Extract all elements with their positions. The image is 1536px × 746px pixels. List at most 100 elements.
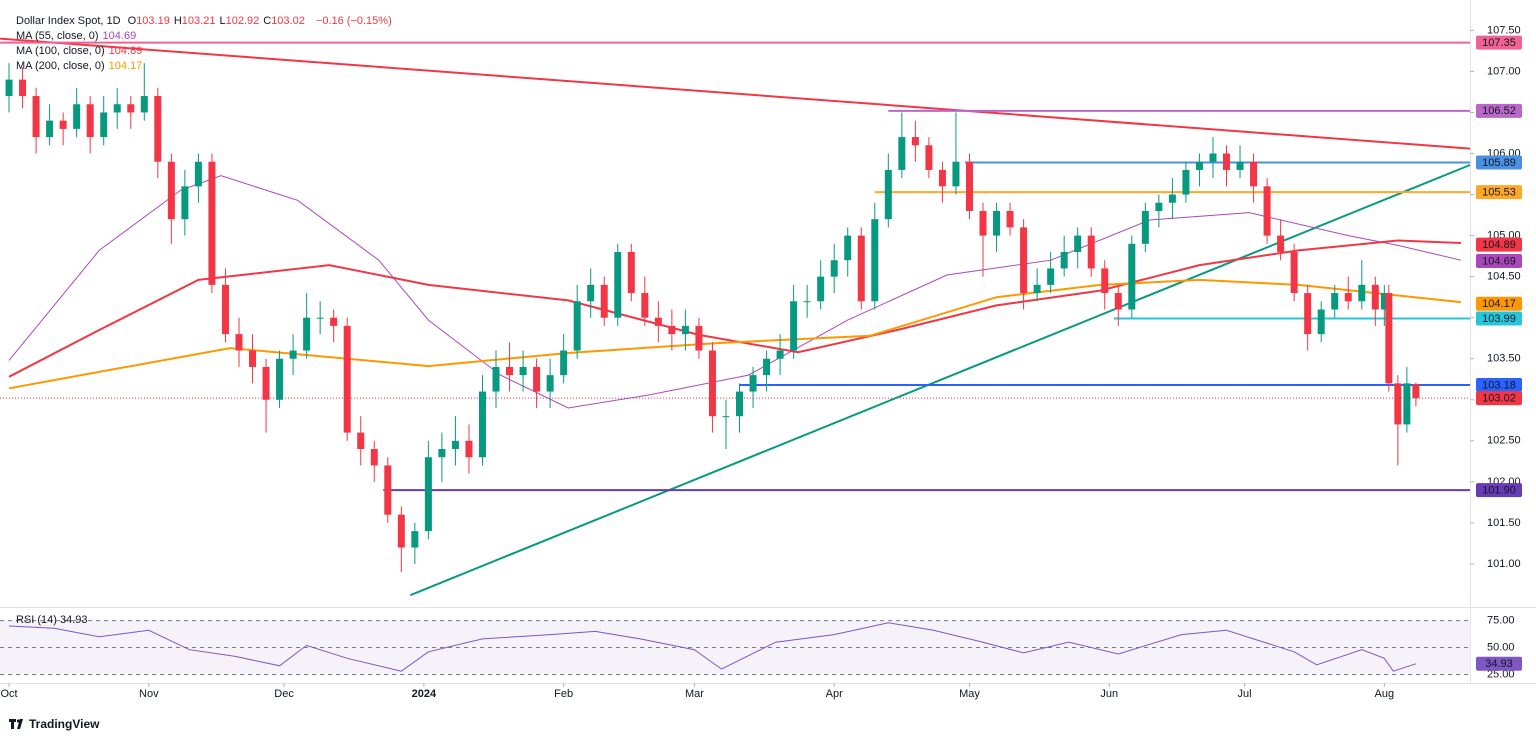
price-label-box [1476,103,1522,118]
price-label-box [1476,155,1522,170]
ma-value: 104.17 [108,60,143,72]
ohlc-key: C [263,15,272,27]
candle-body [46,120,54,138]
ohlc-value: 103.19 [136,15,170,27]
candle-body [627,252,635,294]
candle-body [560,350,568,376]
candle-body [884,169,892,220]
ma-name: MA (200, close, 0) [16,60,105,72]
candle-body [478,391,486,458]
candle-body [1006,210,1014,228]
candle-body [330,317,338,326]
candle-body [1087,235,1095,269]
x-tick-label: 2024 [412,688,437,700]
ma-legend-row: MA (100, close, 0) 104.89 [16,44,396,59]
price-label-box [1476,296,1522,311]
y-tick-label: 103.50 [1487,353,1521,365]
moving-average [8,175,1462,409]
candle-body [1277,235,1285,253]
brand: TradingView [29,717,100,731]
candle-body [1344,293,1352,302]
symbol-title: Dollar Index Spot, 1D [16,15,121,27]
candle-body [167,161,175,220]
candle-body [289,350,297,359]
candle-body [546,375,554,392]
candle-body [952,161,960,187]
candle-body [654,317,662,326]
candle-body [384,465,392,515]
candle-body [979,210,987,236]
candle-body [411,531,419,548]
price-label: 105.53 [1482,186,1516,198]
candle-body [925,145,933,170]
candle-body [276,358,284,400]
candle-body [1020,227,1028,294]
y-tick-label: 102.50 [1487,435,1521,447]
rsi-name: RSI (14) [16,614,57,626]
candle-body [1290,252,1298,294]
ma-value: 104.89 [108,45,143,57]
candle-body [249,350,257,367]
price-label: 104.89 [1482,239,1516,251]
candle-body [641,293,649,318]
rsi-tick-label: 25.00 [1487,668,1515,680]
candle-body [614,252,622,318]
candle-body [681,325,689,335]
ma-legend-row: MA (200, close, 0) 104.17 [16,59,396,74]
ohlc-key: H [173,15,182,27]
ohlc: O103.19 H103.21 L102.92 C103.02 [128,15,309,27]
candle-body [100,112,108,138]
rsi-tick-label: 50.00 [1487,641,1515,653]
candle-body [397,514,405,548]
candle-body [303,317,311,351]
price-label-box [1476,483,1522,498]
candle-body [708,350,716,417]
candle-body [19,79,27,97]
candle-body [424,457,432,532]
candle-body [817,276,825,302]
candle-body [1182,169,1190,195]
candle-body [1304,293,1312,335]
candle-body [871,219,879,302]
price-label: 106.52 [1482,105,1516,117]
candle-body [736,391,744,417]
candle-body [600,284,608,318]
candle-body [1128,243,1136,310]
candle-body [1250,161,1258,187]
candle-body [1168,194,1176,203]
x-tick-label: Aug [1375,688,1395,700]
x-tick-label: Dec [274,688,294,700]
candle-body [722,416,730,418]
price-label-box [1476,185,1522,200]
candle-body [221,284,229,335]
candle-body [533,366,541,392]
x-tick-label: Oct [0,688,17,700]
price-label: 103.18 [1482,379,1516,391]
moving-average [8,239,1462,378]
candle-body [695,325,703,351]
ohlc-value: 102.92 [225,15,260,27]
candle-body [86,104,94,138]
trendline [409,164,1471,597]
candle-body [803,301,811,303]
price-label: 104.69 [1482,255,1516,267]
price-label-box [1476,254,1522,269]
change: −0.16 (−0.15%) [315,15,392,27]
ma-name: MA (55, close, 0) [16,30,99,42]
candle-body [790,301,798,351]
moving-average [8,278,1462,390]
candle-body [1412,384,1420,399]
ma-value: 104.69 [102,30,137,42]
candle-body [438,449,446,458]
ohlc-value: 103.21 [181,15,216,27]
candle-body [262,366,270,400]
ohlc-value: 103.02 [271,15,305,27]
price-label-box [1476,391,1522,406]
rsi-value-box [1476,656,1522,671]
candle-body [113,104,121,113]
x-tick-label: Jun [1100,688,1118,700]
price-label: 101.90 [1482,484,1516,496]
rsi-value: 34.93 [1485,658,1513,670]
candle-body [1223,153,1231,170]
